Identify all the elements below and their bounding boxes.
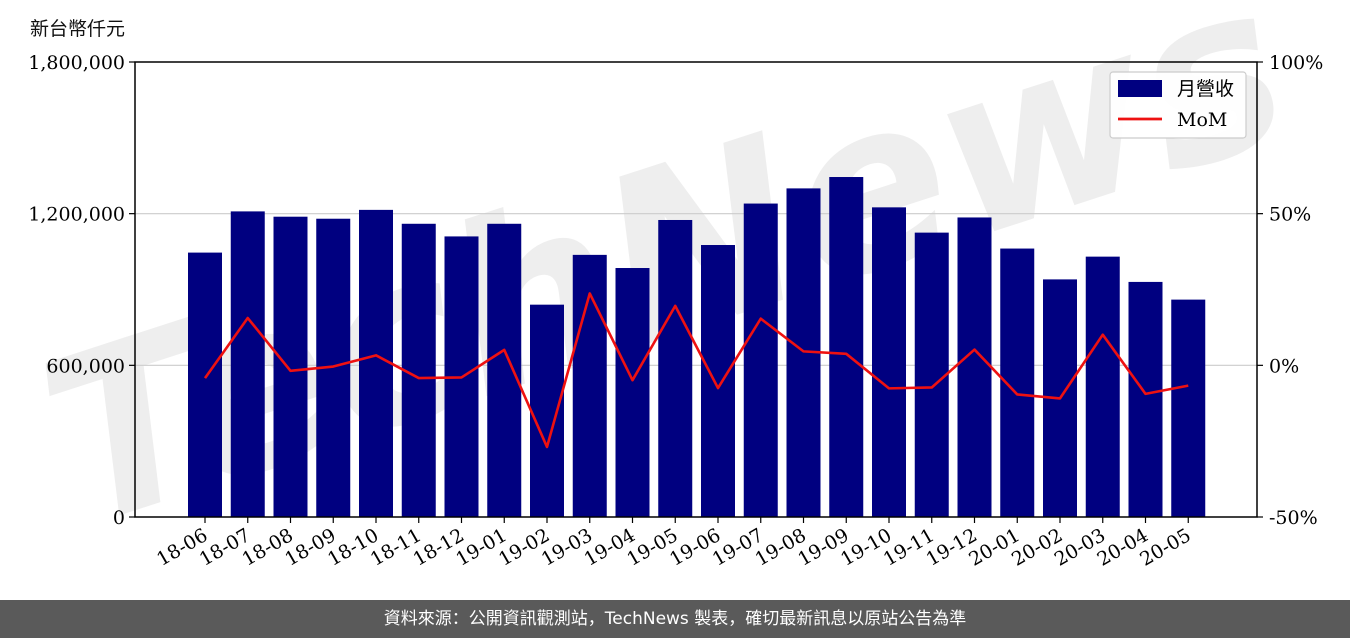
- bar-19-07: [743, 203, 778, 518]
- bar-20-03: [1085, 256, 1120, 517]
- right-tick-label: 0%: [1269, 355, 1299, 377]
- source-text: 資料來源：公開資訊觀測站，TechNews 製表，確切最新訊息以原站公告為準: [383, 609, 967, 629]
- right-tick-label: 50%: [1269, 204, 1311, 226]
- bar-19-03: [572, 254, 607, 517]
- bar-19-01: [487, 223, 522, 517]
- legend-label-revenue: 月營收: [1177, 78, 1234, 100]
- bar-19-04: [615, 268, 650, 517]
- bar-19-02: [530, 304, 564, 517]
- bar-18-10: [359, 209, 393, 517]
- left-tick-label: 600,000: [46, 355, 125, 377]
- plot-frame: [134, 61, 1258, 518]
- left-tick-label: 0: [113, 507, 125, 529]
- bar-19-10: [872, 207, 906, 517]
- bar-19-06: [701, 245, 735, 517]
- left-tick-label: 1,200,000: [28, 204, 125, 226]
- bar-20-05: [1171, 299, 1206, 517]
- mom-line: [203, 292, 1189, 449]
- bar-18-08: [273, 216, 308, 517]
- bar-18-07: [230, 211, 265, 517]
- revenue-mom-chart: TechNews0600,0001,200,0001,800,000-50%0%…: [15, 0, 1323, 580]
- bar-20-04: [1128, 281, 1163, 517]
- bar-19-12: [957, 217, 992, 518]
- x-tick-label-20-05: 20-05: [1136, 524, 1194, 570]
- legend: 月營收 MoM: [1109, 71, 1247, 139]
- bar-19-09: [829, 177, 864, 517]
- bar-19-11: [914, 232, 949, 517]
- bar-18-06: [188, 252, 222, 517]
- y-axis-unit-label: 新台幣仟元: [30, 18, 126, 40]
- bar-18-11: [401, 223, 436, 517]
- legend-swatch-bar: [1118, 80, 1162, 97]
- left-tick-label: 1,800,000: [28, 52, 125, 74]
- right-tick-label: 100%: [1269, 52, 1323, 74]
- bar-19-05: [658, 219, 693, 517]
- source-footer: 資料來源：公開資訊觀測站，TechNews 製表，確切最新訊息以原站公告為準: [0, 600, 1350, 638]
- right-tick-label: -50%: [1269, 507, 1318, 529]
- legend-label-mom: MoM: [1177, 109, 1227, 131]
